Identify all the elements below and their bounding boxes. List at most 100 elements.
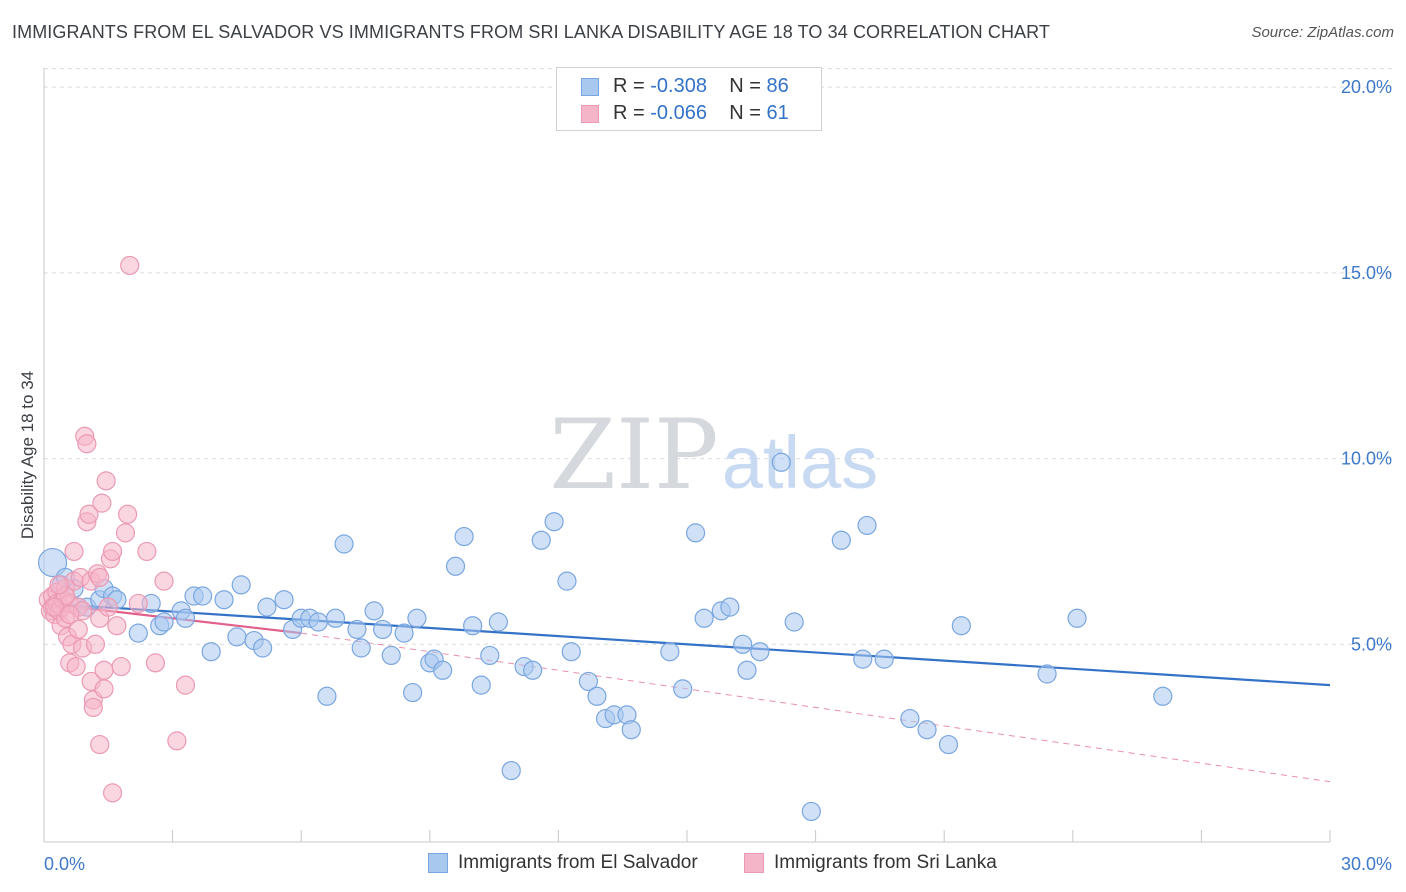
el-salvador-point bbox=[831, 530, 851, 550]
el-salvador-point bbox=[1153, 686, 1173, 706]
sri-lanka-point bbox=[102, 541, 123, 562]
el-salvador-point bbox=[454, 526, 474, 547]
el-salvador-point bbox=[874, 649, 894, 669]
el-salvador-point bbox=[480, 645, 500, 666]
sri-lanka-point bbox=[167, 731, 187, 751]
chart-title: IMMIGRANTS FROM EL SALVADOR VS IMMIGRANT… bbox=[12, 22, 1051, 42]
sri-lanka-point bbox=[60, 604, 80, 625]
sri-lanka-point bbox=[128, 593, 148, 614]
el-salvador-point bbox=[544, 512, 564, 532]
source-label: Source: ZipAtlas.com bbox=[1251, 24, 1394, 41]
sri-lanka-point bbox=[92, 493, 112, 513]
el-salvador-point bbox=[347, 619, 367, 640]
y-tick-label: 20.0% bbox=[1341, 77, 1392, 97]
el-salvador-point bbox=[501, 760, 521, 781]
el-salvador-point bbox=[257, 597, 277, 617]
el-salvador-point bbox=[317, 686, 337, 706]
sri-lanka-point bbox=[137, 541, 157, 562]
el-salvador-point bbox=[471, 675, 491, 695]
sri-lanka-point bbox=[120, 255, 140, 276]
el-salvador-point bbox=[351, 638, 371, 658]
el-salvador-point bbox=[917, 720, 937, 740]
axis-layer bbox=[43, 68, 1331, 843]
y-tick-label: 5.0% bbox=[1351, 634, 1392, 654]
legend-swatch-pink bbox=[581, 105, 599, 123]
legend-r-value: -0.308 bbox=[650, 75, 707, 97]
el-salvador-point bbox=[900, 708, 920, 729]
el-salvador-point bbox=[325, 608, 346, 628]
el-salvador-point bbox=[621, 720, 641, 740]
el-salvador-point bbox=[771, 452, 791, 472]
el-salvador-point bbox=[407, 608, 427, 628]
el-salvador-point bbox=[227, 627, 247, 647]
legend-n-value: 61 bbox=[766, 102, 789, 124]
points-layer bbox=[37, 255, 1173, 822]
el-salvador-point bbox=[857, 515, 877, 536]
el-salvador-point bbox=[1037, 664, 1057, 684]
watermark-atlas: atlas bbox=[722, 421, 878, 504]
el-salvador-point bbox=[463, 616, 483, 636]
el-salvador-point bbox=[334, 534, 354, 554]
x-tick-label: 30.0% bbox=[1341, 854, 1392, 874]
tick-label-layer: 5.0% 10.0% 15.0% 20.0% 0.0% 30.0% bbox=[44, 77, 1392, 874]
el-salvador-point bbox=[578, 671, 599, 692]
el-salvador-point bbox=[853, 649, 873, 669]
el-salvador-point bbox=[193, 586, 213, 606]
sri-lanka-point bbox=[154, 571, 174, 591]
el-salvador-point bbox=[1067, 608, 1087, 628]
legend-n-label: N = bbox=[729, 75, 767, 97]
el-salvador-point bbox=[433, 660, 453, 680]
y-tick-label: 15.0% bbox=[1341, 263, 1392, 283]
el-salvador-point bbox=[308, 612, 328, 632]
el-salvador-point bbox=[587, 686, 607, 706]
legend-label: Immigrants from Sri Lanka bbox=[774, 852, 997, 873]
el-salvador-point bbox=[951, 616, 971, 636]
x-tick-label: 0.0% bbox=[44, 854, 85, 874]
sri-lanka-point bbox=[111, 656, 131, 677]
sri-lanka-point bbox=[98, 597, 118, 617]
el-salvador-point bbox=[488, 612, 508, 632]
el-salvador-point bbox=[381, 645, 401, 666]
sri-lanka-point bbox=[66, 656, 86, 677]
y-axis-label: Disability Age 18 to 34 bbox=[18, 370, 37, 540]
grid-layer bbox=[44, 68, 1392, 645]
el-salvador-point bbox=[445, 556, 466, 576]
el-salvador-point bbox=[801, 801, 821, 822]
sri-lanka-point bbox=[96, 471, 116, 491]
el-salvador-point bbox=[231, 575, 251, 595]
el-salvador-point bbox=[523, 660, 543, 680]
el-salvador-point bbox=[694, 608, 714, 628]
sri-lanka-point bbox=[90, 567, 110, 588]
el-salvador-point bbox=[37, 547, 68, 578]
y-tick-label: 10.0% bbox=[1341, 449, 1392, 469]
legend-swatch-blue bbox=[581, 78, 599, 96]
sri-lanka-point bbox=[64, 541, 84, 562]
el-salvador-point bbox=[733, 634, 753, 654]
el-salvador-point bbox=[274, 590, 294, 610]
el-salvador-point bbox=[685, 523, 706, 543]
el-salvador-point bbox=[750, 642, 770, 662]
correlation-legend: R = -0.308 N = 86 R = -0.066 N = 61 bbox=[556, 67, 822, 131]
el-salvador-trend-line bbox=[43, 602, 1331, 687]
sri-lanka-point bbox=[94, 660, 114, 680]
sri-lanka-point bbox=[68, 619, 88, 640]
legend-swatch-pink bbox=[744, 853, 764, 873]
el-salvador-point bbox=[660, 642, 680, 662]
sri-lanka-point bbox=[79, 504, 99, 524]
legend-swatch-blue bbox=[428, 853, 448, 873]
sri-lanka-point bbox=[175, 675, 196, 695]
el-salvador-point bbox=[784, 612, 804, 632]
legend-n-label: N = bbox=[729, 102, 767, 124]
el-salvador-point bbox=[938, 734, 959, 755]
legend-r-label: R = bbox=[613, 102, 651, 124]
el-salvador-point bbox=[214, 590, 234, 610]
sri-lanka-point bbox=[85, 634, 106, 654]
el-salvador-point bbox=[557, 571, 577, 591]
el-salvador-point bbox=[373, 619, 393, 640]
el-salvador-point bbox=[561, 642, 581, 662]
el-salvador-point bbox=[531, 530, 551, 550]
sri-lanka-point bbox=[83, 697, 103, 718]
el-salvador-point bbox=[154, 612, 174, 632]
el-salvador-point bbox=[201, 642, 221, 662]
sri-lanka-point bbox=[102, 783, 123, 803]
